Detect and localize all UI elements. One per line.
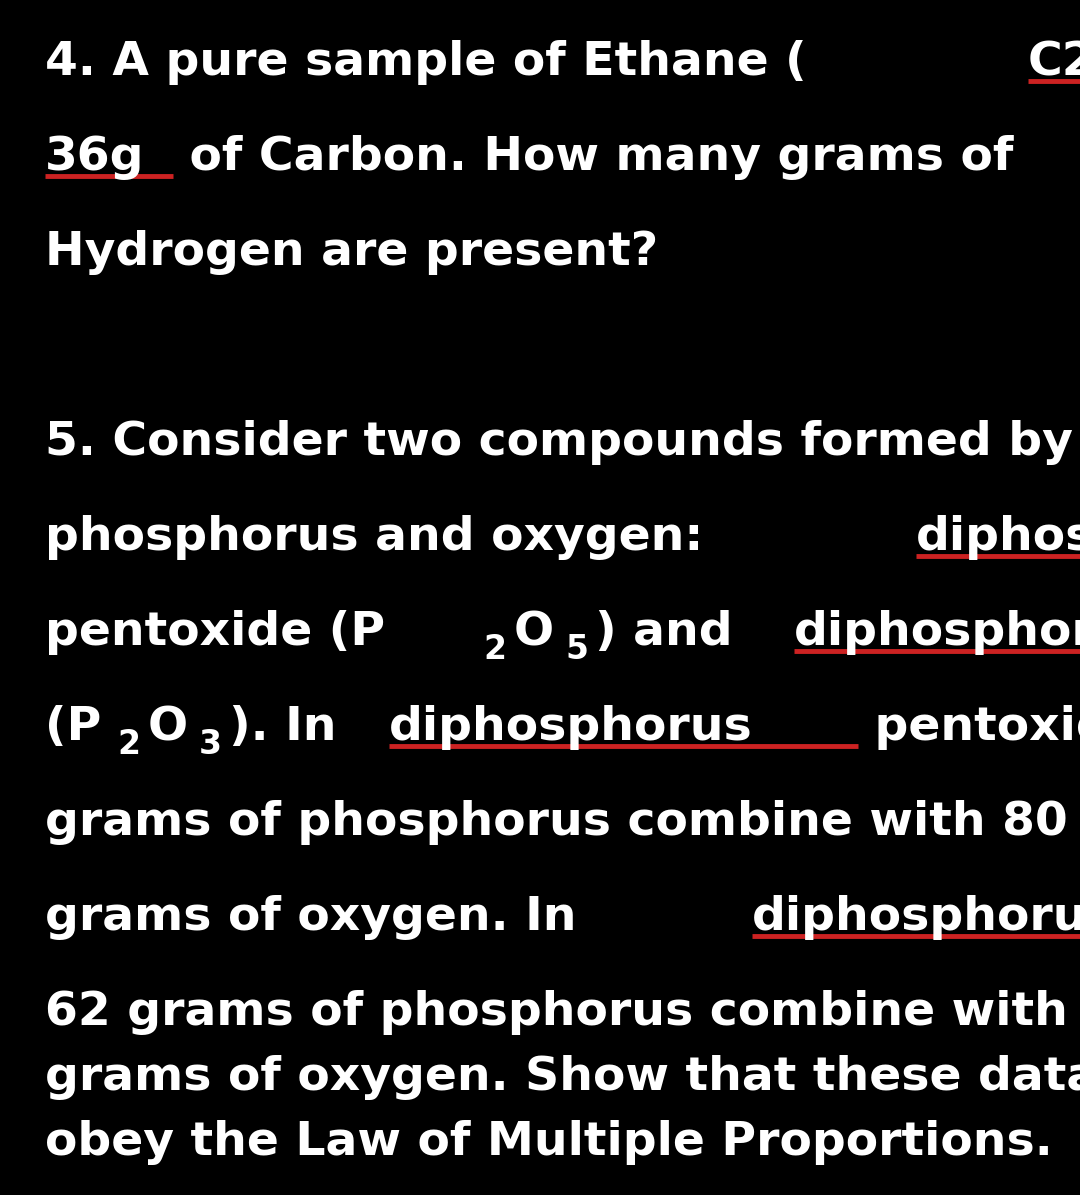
Text: grams of oxygen. Show that these data: grams of oxygen. Show that these data (45, 1055, 1080, 1101)
Text: 5: 5 (565, 632, 589, 666)
Text: 5. Consider two compounds formed by: 5. Consider two compounds formed by (45, 419, 1072, 465)
Text: 2: 2 (118, 728, 140, 760)
Text: O: O (514, 609, 554, 655)
Text: diphosphorus: diphosphorus (794, 609, 1080, 655)
Text: phosphorus and oxygen:: phosphorus and oxygen: (45, 515, 719, 560)
Text: C2H6: C2H6 (1028, 39, 1080, 85)
Text: pentoxide, 62: pentoxide, 62 (859, 705, 1080, 750)
Text: of Carbon. How many grams of: of Carbon. How many grams of (174, 135, 1014, 180)
Text: O: O (147, 705, 188, 750)
Text: pentoxide (P: pentoxide (P (45, 609, 386, 655)
Text: 62 grams of phosphorus combine with 48: 62 grams of phosphorus combine with 48 (45, 989, 1080, 1035)
Text: grams of oxygen. In: grams of oxygen. In (45, 895, 593, 940)
Text: obey the Law of Multiple Proportions.: obey the Law of Multiple Proportions. (45, 1120, 1053, 1165)
Text: 4. A pure sample of Ethane (: 4. A pure sample of Ethane ( (45, 39, 807, 85)
Text: ) and: ) and (595, 609, 748, 655)
Text: Hydrogen are present?: Hydrogen are present? (45, 229, 658, 275)
Text: (P: (P (45, 705, 102, 750)
Text: diphosphorus: diphosphorus (916, 515, 1080, 560)
Text: diphosphorus: diphosphorus (389, 705, 753, 750)
Text: 36g: 36g (45, 135, 145, 180)
Text: 3: 3 (199, 728, 222, 760)
Text: grams of phosphorus combine with 80: grams of phosphorus combine with 80 (45, 799, 1068, 845)
Text: 2: 2 (484, 632, 507, 666)
Text: ). In: ). In (229, 705, 353, 750)
Text: diphosphorus: diphosphorus (752, 895, 1080, 940)
